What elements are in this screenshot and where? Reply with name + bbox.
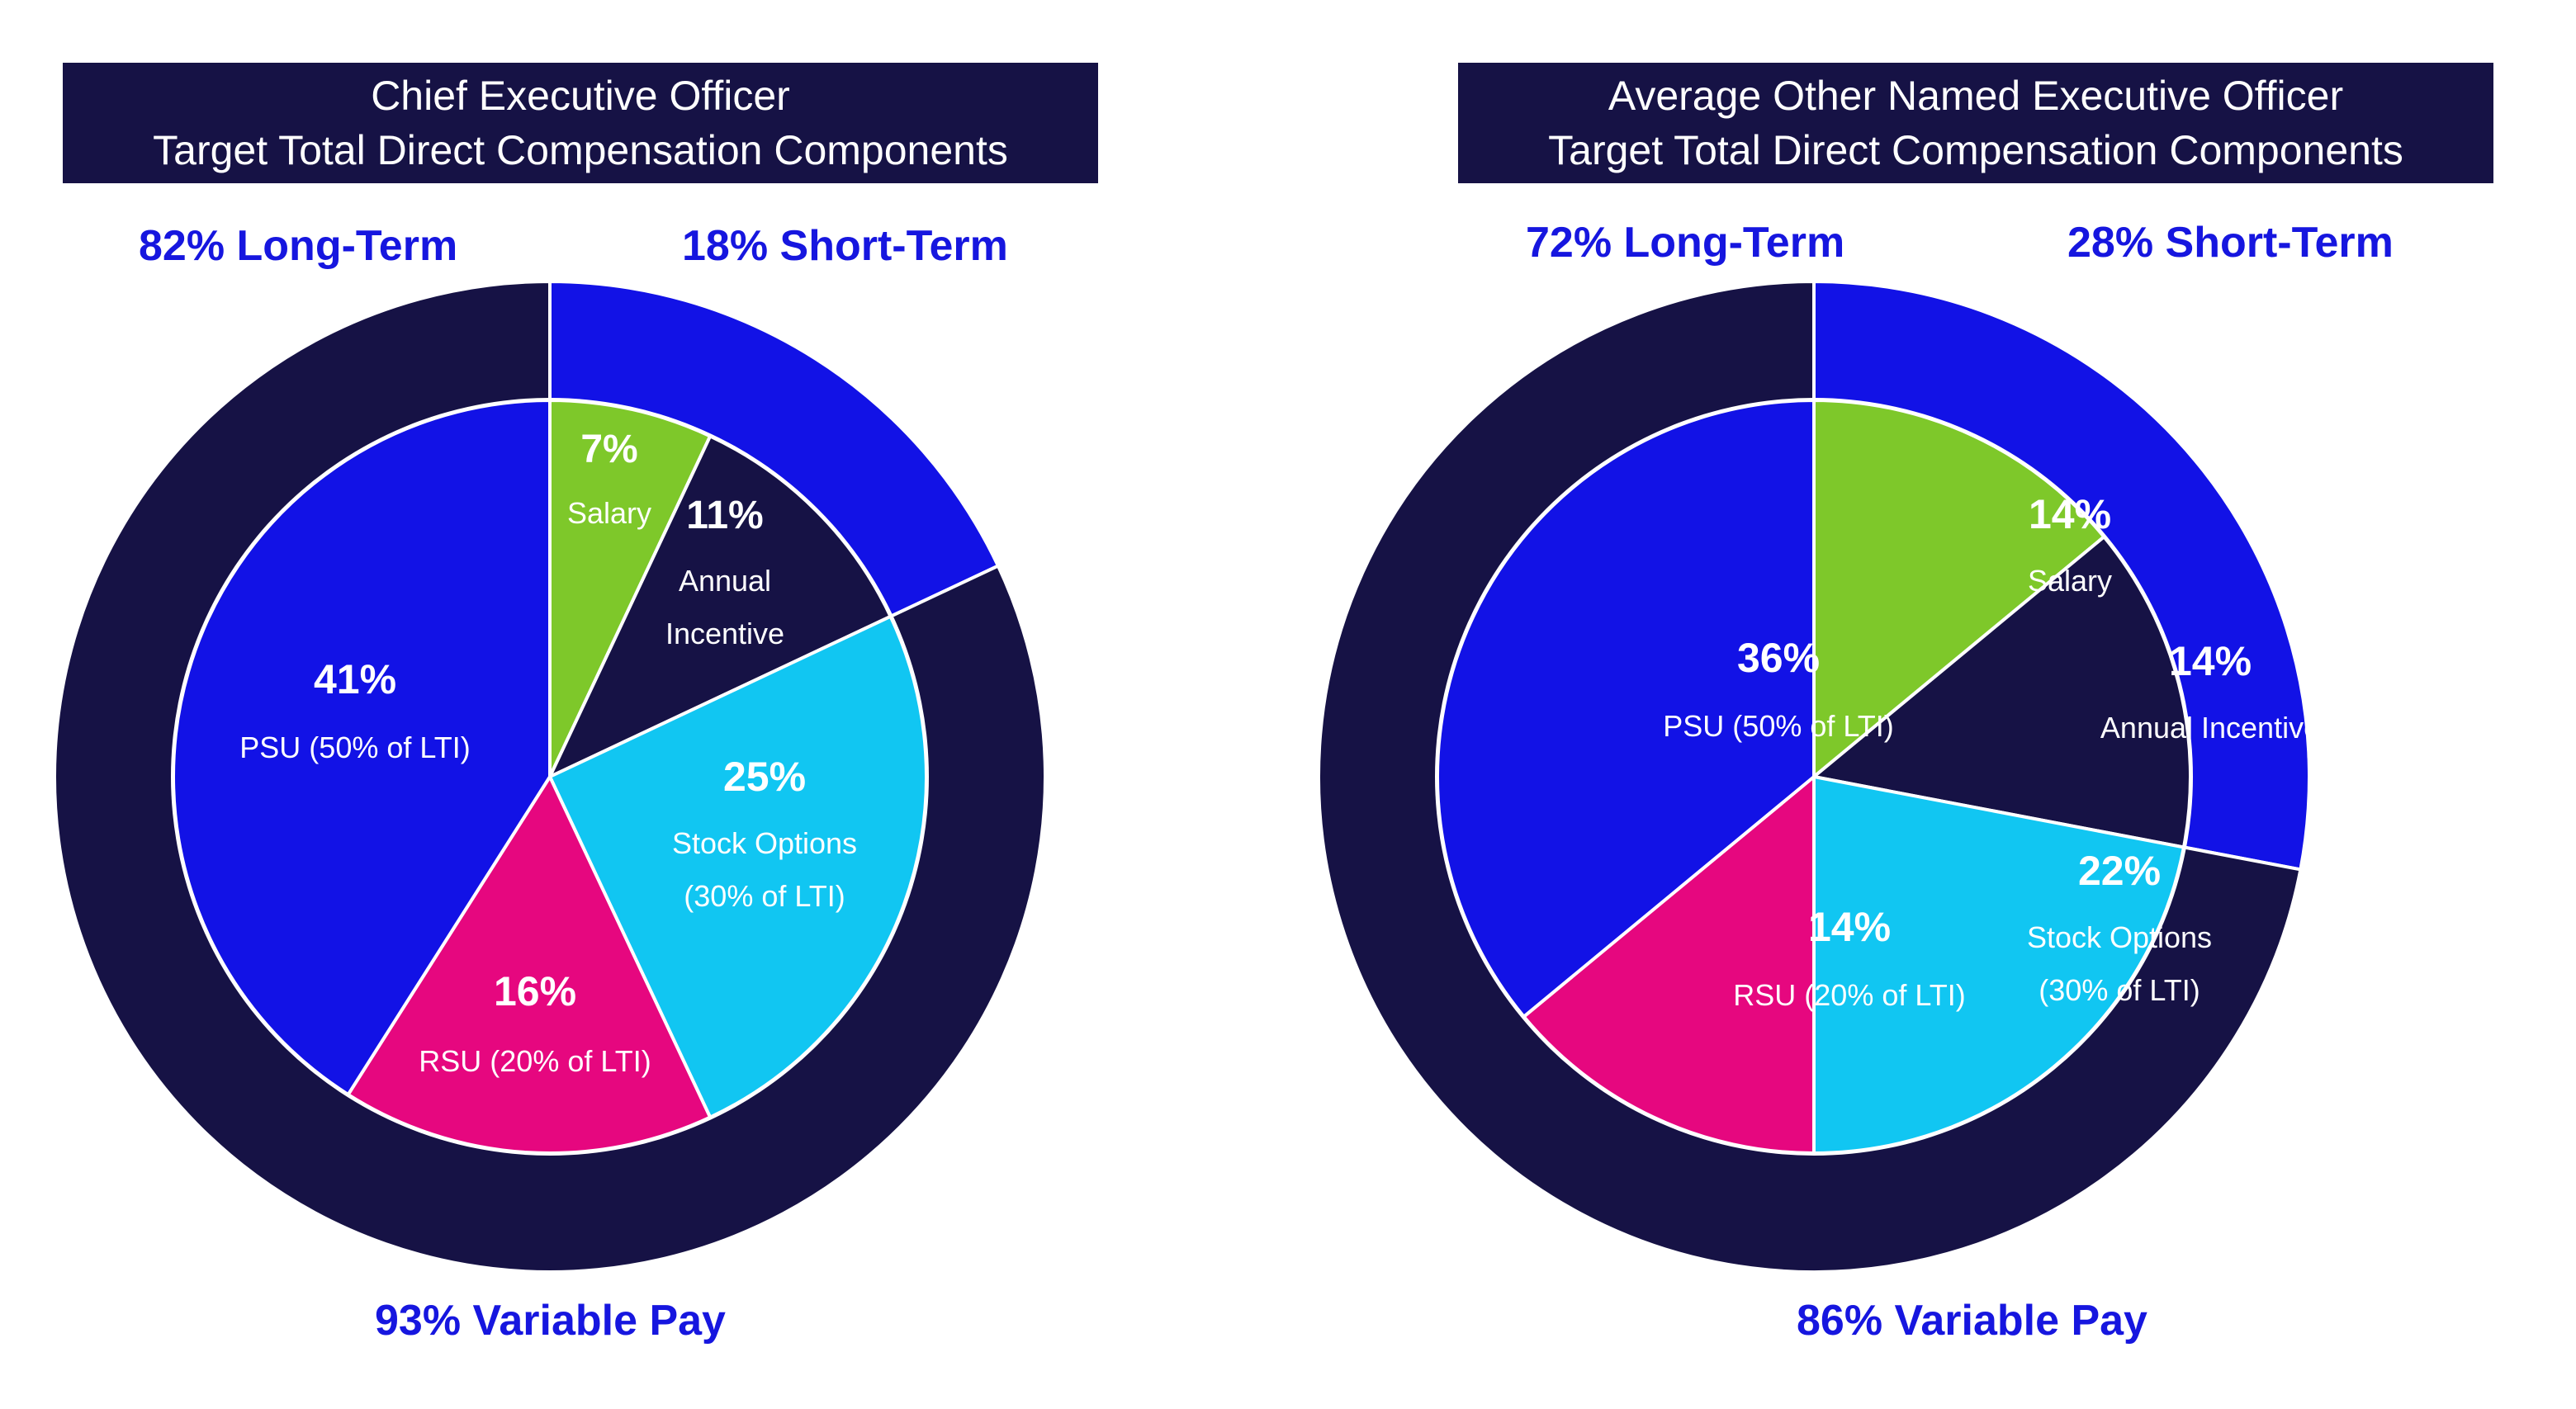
neo-slice-psu bbox=[1436, 399, 1816, 1019]
ceo-slice-annual-incentive-label: Annual bbox=[679, 564, 771, 598]
ceo-slice-rsu-label: RSU (20% of LTI) bbox=[419, 1044, 651, 1078]
ceo-long-term-label: 82% Long-Term bbox=[139, 222, 458, 270]
ceo-slice-stock-options-label: (30% of LTI) bbox=[684, 879, 845, 913]
neo-slice-annual-incentive-label: Annual Incentive bbox=[2100, 711, 2320, 745]
ceo-chart-title-line-2: Target Total Direct Compensation Compone… bbox=[153, 127, 1008, 173]
ceo-slice-psu bbox=[172, 399, 552, 1097]
neo-slice-psu-label: PSU (50% of LTI) bbox=[1663, 709, 1893, 743]
ceo-slice-stock-options-pct: 25% bbox=[723, 754, 806, 800]
neo-chart-title-line-2: Target Total Direct Compensation Compone… bbox=[1548, 127, 2403, 173]
neo-variable-pay-label: 86% Variable Pay bbox=[1797, 1297, 2147, 1345]
neo-slice-stock-options bbox=[1812, 775, 2185, 1155]
neo-chart-panel: 14% Salary 14% Annual Incentive 22% Stock Opt… bbox=[1288, 0, 2576, 1409]
neo-long-term-label: 72% Long-Term bbox=[1526, 219, 1845, 267]
ceo-short-term-label: 18% Short-Term bbox=[682, 222, 1008, 270]
ceo-slice-annual-incentive bbox=[548, 434, 893, 778]
neo-chart-title-line-1: Average Other Named Executive Officer bbox=[1608, 73, 2344, 119]
neo-slice-rsu-pct: 14% bbox=[1808, 904, 1891, 950]
ceo-pie-chart: 7% Salary 11% Annual Incentive 25% Stock Optio… bbox=[54, 281, 1046, 1272]
neo-chart-title: Average Other Named Executive Officer Ta… bbox=[1458, 63, 2493, 183]
neo-slice-stock-options-label: (30% of LTI) bbox=[2039, 973, 2200, 1007]
neo-slice-salary bbox=[1812, 399, 2106, 778]
ceo-slice-stock-options-label: Stock Options bbox=[672, 826, 857, 860]
neo-slice-rsu-label: RSU (20% of LTI) bbox=[1733, 978, 1965, 1012]
neo-slice-rsu bbox=[1522, 775, 1816, 1155]
ceo-chart-panel: 7% Salary 11% Annual Incentive 25% Stock Optio… bbox=[53, 63, 1098, 1345]
ceo-slice-salary-pct: 7% bbox=[580, 428, 637, 471]
ceo-chart-title: Chief Executive Officer Target Total Dir… bbox=[63, 63, 1098, 183]
ceo-slice-salary bbox=[548, 399, 713, 778]
neo-slice-annual-incentive bbox=[1812, 535, 2192, 849]
ceo-slice-annual-incentive-pct: 11% bbox=[686, 494, 763, 537]
ceo-slice-annual-incentive-label: Incentive bbox=[665, 617, 784, 650]
neo-slice-stock-options-pct: 22% bbox=[2078, 848, 2161, 894]
ceo-slice-stock-options bbox=[548, 614, 928, 1119]
neo-slice-psu-pct: 36% bbox=[1737, 635, 1820, 681]
ceo-slice-psu-label: PSU (50% of LTI) bbox=[239, 731, 470, 764]
neo-short-term-label: 28% Short-Term bbox=[2067, 219, 2394, 267]
ceo-variable-pay-label: 93% Variable Pay bbox=[375, 1297, 726, 1345]
neo-slice-stock-options-label: Stock Options bbox=[2027, 920, 2212, 954]
ceo-chart-title-line-1: Chief Executive Officer bbox=[371, 73, 790, 119]
ceo-slice-rsu-pct: 16% bbox=[494, 968, 576, 1014]
ceo-slice-rsu bbox=[346, 775, 713, 1155]
neo-pie-chart: 14% Salary 14% Annual Incentive 22% Stock Opt… bbox=[1317, 279, 2320, 1274]
neo-slice-salary-pct: 14% bbox=[2029, 491, 2111, 537]
ceo-slice-psu-pct: 41% bbox=[314, 656, 396, 702]
neo-slice-salary-label: Salary bbox=[2028, 564, 2112, 598]
neo-slice-annual-incentive-pct: 14% bbox=[2169, 638, 2252, 684]
ceo-slice-salary-label: Salary bbox=[567, 496, 651, 530]
